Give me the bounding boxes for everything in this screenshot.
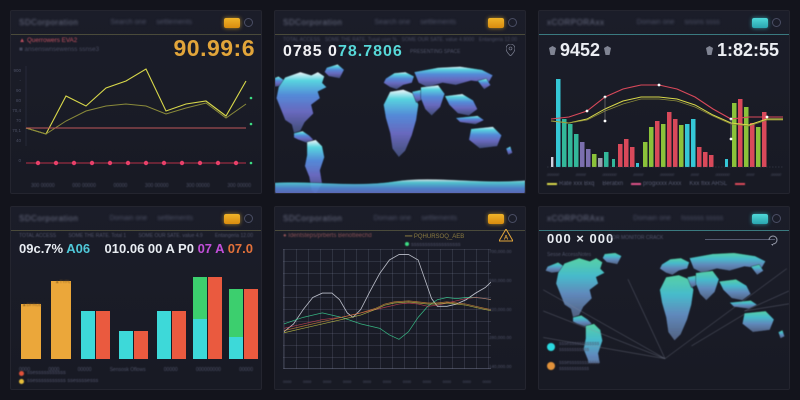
- svg-text:70,4: 70,4: [12, 108, 21, 113]
- svg-text:80: 80: [16, 98, 22, 103]
- svg-text:70,1: 70,1: [12, 128, 21, 133]
- svg-text:70: 70: [16, 118, 22, 123]
- svg-text:A: A: [504, 236, 509, 242]
- svg-text:-: -: [20, 78, 22, 83]
- svg-text:0: 0: [18, 158, 21, 163]
- svg-text:40: 40: [16, 138, 22, 143]
- svg-text:90: 90: [16, 88, 22, 93]
- svg-text:900: 900: [13, 68, 21, 73]
